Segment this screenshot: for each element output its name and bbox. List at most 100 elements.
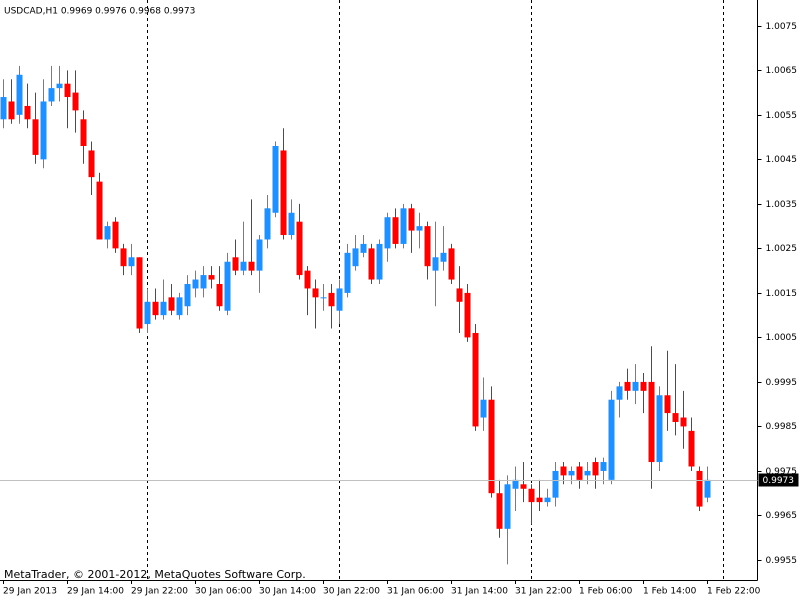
candle-body (352, 248, 359, 267)
candle-body (416, 226, 423, 231)
candle-body (592, 462, 599, 476)
candle-body (264, 208, 271, 240)
candle-body (672, 413, 679, 422)
candle-body (600, 462, 607, 471)
candle-body (536, 497, 543, 503)
candle-body (696, 470, 703, 507)
candle-body (408, 208, 415, 231)
candle-body (288, 212, 295, 236)
candle-body (0, 97, 7, 120)
candle-body (432, 257, 439, 271)
candle-body (664, 395, 671, 414)
candle-body (392, 217, 399, 244)
y-tick-label: 0.9955 (766, 556, 798, 566)
candle-body (544, 497, 551, 503)
candle-body (520, 484, 527, 489)
candle-body (104, 226, 111, 240)
candle-body (344, 252, 351, 293)
candle-body (640, 381, 647, 391)
candle-body (632, 381, 639, 391)
candle-body (112, 221, 119, 249)
candle-body (456, 288, 463, 302)
candle-body (336, 288, 343, 311)
candle-body (480, 399, 487, 418)
candle-body (648, 381, 655, 463)
candle-body (232, 257, 239, 271)
candle-body (464, 292, 471, 338)
candle-body (656, 395, 663, 463)
candle-body (200, 275, 207, 289)
y-tick-label: 1.0035 (766, 200, 798, 210)
candle-body (360, 243, 367, 253)
x-tick-label: 1 Feb 14:00 (643, 587, 697, 597)
candle-body (192, 279, 199, 289)
candle-body (688, 430, 695, 467)
x-tick-label: 31 Jan 06:00 (387, 587, 444, 597)
candle-body (256, 239, 263, 271)
candle-body (96, 181, 103, 240)
candle-body (80, 119, 87, 147)
candle-body (176, 297, 183, 316)
candle-body (424, 226, 431, 267)
candle-body (48, 88, 55, 102)
y-tick-label: 1.0005 (766, 333, 798, 343)
candle-body (528, 488, 535, 503)
y-tick-label: 0.9965 (766, 511, 798, 521)
y-tick-label: 1.0075 (766, 22, 798, 32)
candle-body (24, 105, 31, 120)
candle-body (168, 297, 175, 311)
candle-body (40, 101, 47, 160)
candle-body (88, 150, 95, 178)
current-price-box (758, 473, 799, 487)
candle-body (560, 466, 567, 476)
candle-body (120, 248, 127, 267)
y-tick-label: 0.9995 (766, 378, 798, 388)
candle-body (616, 386, 623, 400)
candle-body (504, 484, 511, 529)
x-tick-label: 29 Jan 22:00 (131, 587, 188, 597)
candle-body (32, 119, 39, 155)
candle-body (328, 292, 335, 307)
candle-body (160, 301, 167, 316)
y-tick-label: 1.0015 (766, 289, 798, 299)
candle-body (312, 288, 319, 298)
copyright: MetaTrader, © 2001-2012, MetaQuotes Soft… (4, 568, 306, 581)
candle-body (280, 150, 287, 236)
x-tick-label: 1 Feb 06:00 (579, 587, 633, 597)
y-tick-label: 0.9975 (766, 467, 798, 477)
y-tick-label: 0.9985 (766, 422, 798, 432)
candle-body (208, 275, 215, 280)
candle-body (624, 381, 631, 391)
candle-body (552, 470, 559, 498)
candle-body (400, 208, 407, 244)
x-tick-label: 30 Jan 06:00 (195, 587, 252, 597)
candle-body (384, 217, 391, 249)
candle-body (488, 399, 495, 494)
candle-body (472, 332, 479, 427)
x-tick-label: 30 Jan 22:00 (323, 587, 380, 597)
candle-body (704, 479, 711, 498)
candle-body (72, 92, 79, 111)
candle-body (216, 283, 223, 307)
candle-body (376, 243, 383, 280)
candle-body (568, 470, 575, 476)
candle-body (64, 83, 71, 98)
chart-title: USDCAD,H1 0.9969 0.9976 0.9968 0.9973 (4, 7, 195, 17)
candle-body (152, 301, 159, 316)
y-tick-label: 1.0065 (766, 66, 798, 76)
candle-body (8, 101, 15, 120)
candle-body (608, 399, 615, 480)
candle-body (240, 261, 247, 271)
candle-body (296, 221, 303, 276)
candle-body (272, 146, 279, 213)
candle-body (304, 270, 311, 289)
x-tick-label: 31 Jan 22:00 (515, 587, 572, 597)
candle-body (56, 83, 63, 89)
candle-body (680, 417, 687, 427)
candle-body (248, 261, 255, 271)
y-tick-label: 1.0055 (766, 111, 798, 121)
current-price-label: 0.9973 (763, 476, 795, 486)
candle-body (496, 493, 503, 529)
